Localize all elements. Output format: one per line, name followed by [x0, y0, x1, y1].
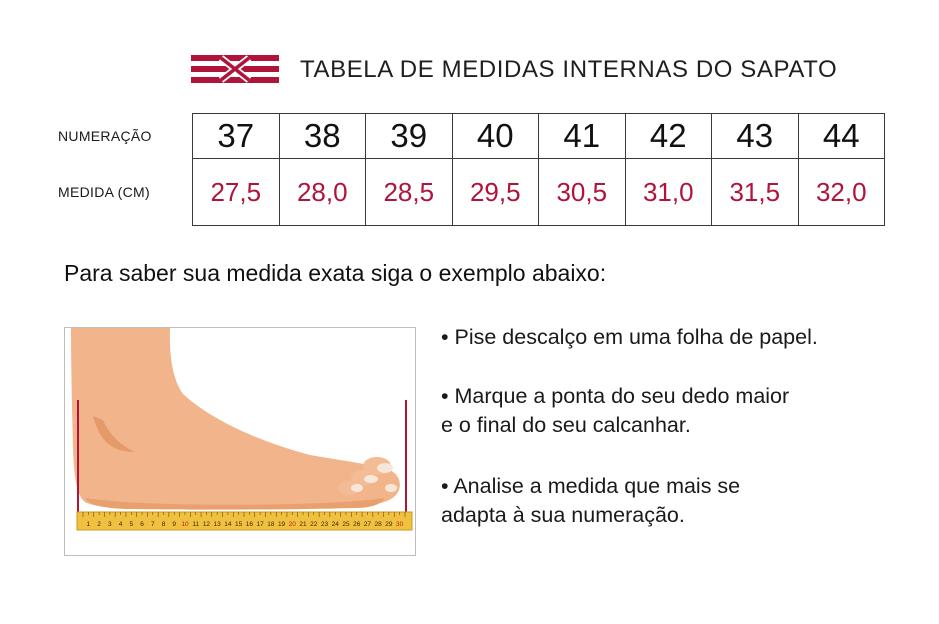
measure-cell: 27,5: [192, 158, 280, 226]
ruler-number: 15: [235, 521, 243, 528]
ruler-number: 8: [162, 521, 166, 528]
ruler-number: 4: [119, 521, 123, 528]
ruler-number: 26: [353, 521, 361, 528]
foot-on-ruler-icon: 1 2 3 4 5 6 7 8 9 10 11 12 13 14 15 16 17 18 19 20 21 22 23 24 2…: [71, 328, 413, 531]
measure-cell: 28,0: [278, 158, 366, 226]
sizes-row-label: NUMERAÇÃO: [58, 128, 152, 144]
size-cell: 37: [192, 113, 280, 159]
ruler-labels: 1 2 3 4 5 6 7 8 9 10 11 12 13 14 15 16 17 18 19 20 21 22 23 24 2…: [87, 521, 404, 528]
size-cell: 44: [797, 113, 885, 159]
ruler-number: 23: [321, 521, 329, 528]
ruler-number: 14: [224, 521, 232, 528]
ruler-number: 9: [172, 521, 176, 528]
toe-marker-line: [405, 400, 407, 512]
foot-shape: [71, 328, 400, 509]
measures-row-label: MEDIDA (CM): [58, 184, 150, 200]
ruler-number: 16: [246, 521, 254, 528]
size-cell: 39: [365, 113, 453, 159]
ruler-number: 3: [108, 521, 112, 528]
page-title: TABELA DE MEDIDAS INTERNAS DO SAPATO: [300, 56, 838, 83]
ruler-number: 24: [332, 521, 340, 528]
step-1: • Pise descalço em uma folha de papel.: [441, 323, 818, 352]
measure-cell: 29,5: [451, 158, 539, 226]
measure-cell: 32,0: [797, 158, 885, 226]
size-cell: 38: [278, 113, 366, 159]
measure-cell: 31,0: [624, 158, 712, 226]
ruler-number: 1: [87, 521, 91, 528]
sole-shading: [85, 498, 385, 510]
ruler-number: 11: [192, 521, 199, 528]
ruler-number: 7: [151, 521, 155, 528]
foot-measure-illustration: 1 2 3 4 5 6 7 8 9 10 11 12 13 14 15 16 17 18 19 20 21 22 23 24 2…: [64, 327, 416, 556]
step-2-line-1: • Marque a ponta do seu dedo maior: [441, 384, 790, 408]
step-3: • Analise a medida que mais se adapta à …: [441, 472, 740, 530]
ruler-number: 29: [385, 521, 393, 528]
measures-row: 27,5 28,0 28,5 29,5 30,5 31,0 31,5 32,0: [192, 158, 885, 226]
ruler-number: 5: [129, 521, 133, 528]
size-cell: 42: [624, 113, 712, 159]
brand-logo-icon: [191, 55, 279, 83]
ruler-number: 20: [289, 521, 297, 528]
size-cell: 40: [451, 113, 539, 159]
step-1-line-1: • Pise descalço em uma folha de papel.: [441, 325, 818, 349]
ruler-number: 2: [97, 521, 101, 528]
size-chart-table: 37 38 39 40 41 42 43 44 27,5 28,0 28,5 2…: [192, 113, 885, 226]
measure-cell: 28,5: [365, 158, 453, 226]
ruler-number: 22: [310, 521, 318, 528]
ruler-number: 25: [342, 521, 350, 528]
sizes-row: 37 38 39 40 41 42 43 44: [192, 113, 885, 159]
ruler-ticks: [82, 512, 406, 517]
ruler-number: 17: [256, 521, 264, 528]
ruler-number: 27: [364, 521, 372, 528]
measure-cell: 30,5: [538, 158, 626, 226]
ruler-number: 10: [181, 521, 189, 528]
step-2-line-2: e o final do seu calcanhar.: [441, 413, 691, 437]
ruler-number: 30: [396, 521, 404, 528]
step-3-line-2: adapta à sua numeração.: [441, 503, 685, 527]
toes: [338, 457, 397, 495]
ruler-number: 21: [299, 521, 307, 528]
instruction-text: Para saber sua medida exata siga o exemp…: [64, 260, 607, 286]
ruler-number: 6: [140, 521, 144, 528]
ankle-mark: [93, 416, 135, 452]
step-2: • Marque a ponta do seu dedo maior e o f…: [441, 382, 789, 440]
ruler-number: 13: [214, 521, 222, 528]
heel-marker-line: [77, 400, 79, 512]
size-cell: 43: [711, 113, 799, 159]
ruler-number: 28: [375, 521, 383, 528]
step-3-line-1: • Analise a medida que mais se: [441, 474, 741, 498]
measure-cell: 31,5: [711, 158, 799, 226]
ruler-number: 12: [203, 521, 211, 528]
ruler-number: 18: [267, 521, 275, 528]
ruler: [76, 511, 413, 531]
size-cell: 41: [538, 113, 626, 159]
ruler-number: 19: [278, 521, 286, 528]
